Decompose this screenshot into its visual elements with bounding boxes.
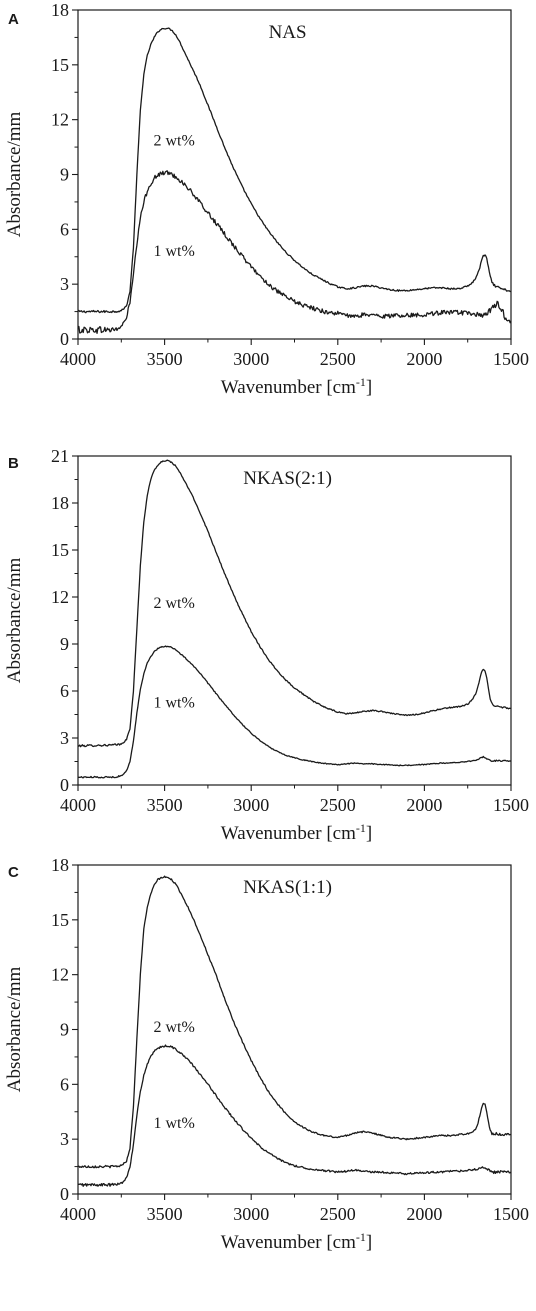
- y-tick-label: 12: [51, 587, 69, 607]
- y-axis-title: Absorbance/mm: [4, 111, 25, 237]
- y-tick-label: 0: [60, 1184, 69, 1204]
- y-tick-label: 12: [51, 965, 69, 985]
- panel-letter: A: [8, 11, 19, 28]
- y-tick-label: 3: [60, 728, 69, 748]
- chart-title: NKAS(1:1): [243, 877, 332, 898]
- series-line: [77, 875, 512, 1169]
- panel-b: B 4000 3500 3000 2500 2000 1500 0 3 6 9 12 15 18 21 Wav…: [4, 446, 529, 844]
- plot-frame: [77, 455, 512, 786]
- x-tick-label: 2500: [320, 349, 356, 369]
- plot-frame: [77, 9, 512, 340]
- series-label: 1 wt%: [153, 243, 194, 260]
- x-axis-title: Wavenumber [cm-1]: [221, 1230, 372, 1253]
- x-tick-label: 1500: [493, 349, 529, 369]
- x-tick-label: 2000: [406, 1204, 442, 1224]
- x-tick-label: 3500: [147, 795, 183, 815]
- x-tick-label: 4000: [60, 349, 96, 369]
- x-tick-label: 4000: [60, 795, 96, 815]
- panel-letter: B: [8, 455, 19, 472]
- x-tick-label: 2500: [320, 1204, 356, 1224]
- panel-letter: C: [8, 864, 19, 881]
- y-tick-label: 9: [60, 1020, 69, 1040]
- x-axis-title: Wavenumber [cm-1]: [221, 821, 372, 844]
- y-tick-label: 0: [60, 775, 69, 795]
- x-tick-label: 3000: [233, 1204, 269, 1224]
- panel-a: A 4000 3500 3000 2500 2000 1500 0 3 6 9 12 15 18 Waven…: [4, 0, 529, 398]
- y-axis-title: Absorbance/mm: [4, 557, 25, 683]
- series-line: [77, 1044, 512, 1187]
- y-tick-label: 3: [60, 274, 69, 294]
- y-tick-label: 9: [60, 165, 69, 185]
- y-tick-label: 6: [60, 681, 69, 701]
- y-tick-label: 9: [60, 634, 69, 654]
- y-tick-label: 3: [60, 1129, 69, 1149]
- series-label: 2 wt%: [153, 132, 194, 149]
- y-tick-label: 6: [60, 1074, 69, 1094]
- series-label: 1 wt%: [153, 694, 194, 711]
- chart-title: NKAS(2:1): [243, 468, 332, 489]
- y-tick-label: 18: [51, 0, 69, 20]
- series-line: [77, 27, 512, 314]
- panel-c: C 4000 3500 3000 2500 2000 1500 0 3 6 9 12 15 18 Waven…: [4, 855, 529, 1253]
- x-tick-label: 3500: [147, 1204, 183, 1224]
- x-tick-label: 3000: [233, 349, 269, 369]
- x-tick-label: 4000: [60, 1204, 96, 1224]
- y-tick-label: 18: [51, 855, 69, 875]
- series-line: [77, 645, 512, 779]
- x-axis-title: Wavenumber [cm-1]: [221, 375, 372, 398]
- y-tick-label: 18: [51, 493, 69, 513]
- y-axis-title: Absorbance/mm: [4, 966, 25, 1092]
- series-line: [77, 170, 512, 334]
- x-tick-label: 1500: [493, 795, 529, 815]
- x-tick-label: 2000: [406, 795, 442, 815]
- y-tick-label: 15: [51, 910, 69, 930]
- y-tick-label: 12: [51, 110, 69, 130]
- chart-title: NAS: [269, 22, 307, 43]
- plot-frame: [77, 864, 512, 1195]
- x-tick-label: 1500: [493, 1204, 529, 1224]
- x-tick-label: 2500: [320, 795, 356, 815]
- y-tick-label: 15: [51, 540, 69, 560]
- series-line: [77, 459, 512, 748]
- x-tick-label: 2000: [406, 349, 442, 369]
- series-label: 2 wt%: [153, 595, 194, 612]
- series-label: 1 wt%: [153, 1115, 194, 1132]
- x-tick-label: 3000: [233, 795, 269, 815]
- y-tick-label: 0: [60, 329, 69, 349]
- x-tick-label: 3500: [147, 349, 183, 369]
- y-tick-label: 6: [60, 219, 69, 239]
- y-tick-label: 21: [51, 446, 69, 466]
- series-label: 2 wt%: [153, 1019, 194, 1036]
- y-tick-label: 15: [51, 55, 69, 75]
